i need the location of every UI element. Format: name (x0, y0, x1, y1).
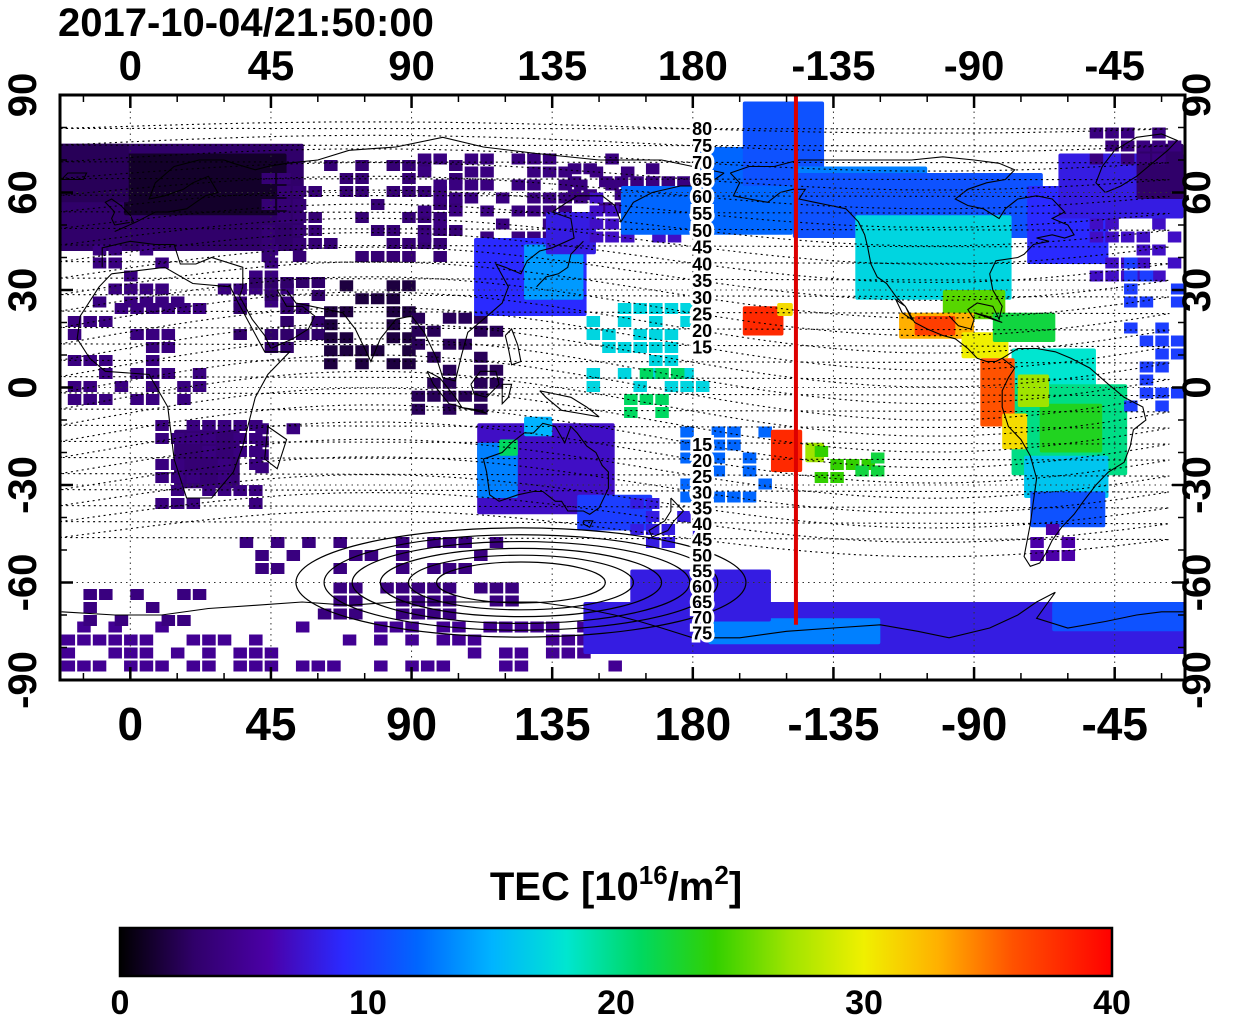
y-tick-label-right: -60 (1175, 554, 1219, 612)
x-tick-label-bottom: -90 (941, 698, 1007, 750)
svg-text:55: 55 (692, 204, 712, 224)
x-tick-label-bottom: 45 (245, 698, 296, 750)
y-tick-label-left: 30 (1, 268, 45, 313)
colorbar-scale: 0 10 20 30 40 (111, 926, 1131, 1021)
x-tick-label-bottom: -45 (1081, 698, 1147, 750)
svg-text:15: 15 (692, 337, 712, 357)
y-tick-label-left: -90 (1, 651, 45, 709)
colorbar-tick-label: 40 (1093, 984, 1131, 1021)
svg-text:65: 65 (692, 593, 712, 613)
colorbar: TEC [1016/m2] 0 10 20 30 40 (111, 860, 1131, 1021)
x-tick-label-top: 90 (388, 42, 435, 89)
svg-text:25: 25 (692, 304, 712, 324)
x-tick-label-top: 0 (119, 42, 142, 89)
y-tick-label-right: 60 (1175, 170, 1219, 215)
svg-text:20: 20 (692, 321, 712, 341)
colorbar-tick-label: 30 (845, 984, 883, 1021)
colorbar-gradient (118, 926, 1114, 978)
y-tick-label-left: -30 (1, 456, 45, 514)
svg-text:45: 45 (692, 530, 712, 550)
x-tick-label-top: 180 (658, 42, 728, 89)
colorbar-title: TEC [1016/m2] (490, 860, 742, 909)
y-tick-label-right: 90 (1175, 73, 1219, 118)
svg-text:30: 30 (692, 288, 712, 308)
y-tick-label-left: 60 (1, 170, 45, 215)
x-tick-label-top: -90 (944, 42, 1005, 89)
svg-text:40: 40 (692, 514, 712, 534)
x-tick-label-top: -45 (1084, 42, 1145, 89)
svg-text:35: 35 (692, 271, 712, 291)
y-tick-label-right: 0 (1175, 376, 1219, 398)
x-tick-label-top: 135 (517, 42, 587, 89)
y-tick-label-right: -90 (1175, 651, 1219, 709)
x-tick-label-top: 45 (248, 42, 295, 89)
svg-text:25: 25 (692, 467, 712, 487)
svg-text:80: 80 (692, 119, 712, 139)
svg-text:70: 70 (692, 608, 712, 628)
y-tick-label-right: -30 (1175, 456, 1219, 514)
svg-text:65: 65 (692, 170, 712, 190)
svg-text:45: 45 (692, 238, 712, 258)
map-plot: 8075706560555045403530252015152025303540… (1, 42, 1219, 750)
x-tick-label-bottom: 135 (514, 698, 591, 750)
colorbar-tick-label: 10 (349, 984, 387, 1021)
svg-text:30: 30 (692, 483, 712, 503)
colorbar-tick-label: 0 (111, 984, 130, 1021)
x-tick-label-bottom: -135 (787, 698, 879, 750)
svg-text:60: 60 (692, 187, 712, 207)
y-tick-label-left: 90 (1, 73, 45, 118)
y-tick-label-right: 30 (1175, 268, 1219, 313)
svg-text:50: 50 (692, 221, 712, 241)
svg-text:75: 75 (692, 624, 712, 644)
svg-text:60: 60 (692, 577, 712, 597)
svg-text:40: 40 (692, 254, 712, 274)
svg-text:55: 55 (692, 561, 712, 581)
svg-text:20: 20 (692, 451, 712, 471)
map-data-layer: 8075706560555045403530252015152025303540… (60, 95, 1185, 680)
x-tick-label-bottom: 180 (654, 698, 731, 750)
svg-text:70: 70 (692, 153, 712, 173)
svg-text:50: 50 (692, 546, 712, 566)
y-tick-label-left: 0 (1, 376, 45, 398)
x-tick-label-bottom: 0 (118, 698, 144, 750)
svg-text:75: 75 (692, 136, 712, 156)
timestamp-title: 2017-10-04/21:50:00 (58, 1, 434, 45)
y-tick-label-left: -60 (1, 554, 45, 612)
x-tick-label-bottom: 90 (386, 698, 437, 750)
x-tick-label-top: -135 (791, 42, 875, 89)
svg-text:35: 35 (692, 499, 712, 519)
svg-text:15: 15 (692, 435, 712, 455)
colorbar-tick-label: 20 (597, 984, 635, 1021)
